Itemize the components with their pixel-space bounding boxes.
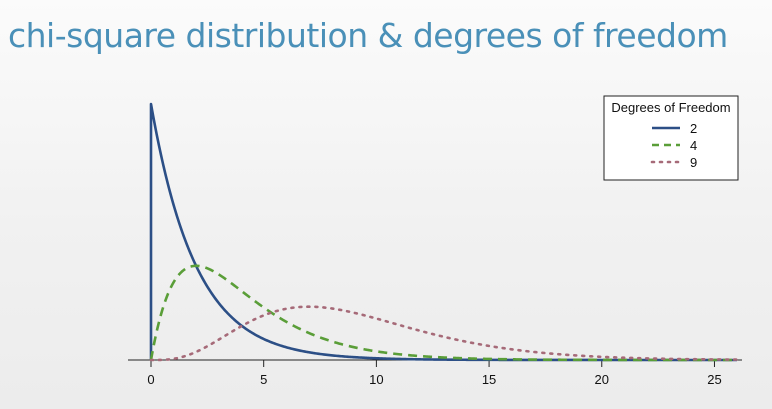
series-line-df-9 (149, 305, 739, 362)
series-line-df-4 (149, 264, 738, 362)
x-tick-label: 10 (369, 372, 383, 387)
legend-box (603, 95, 739, 181)
x-tick-label: 25 (707, 372, 721, 387)
x-tick-label: 20 (595, 372, 609, 387)
x-tick-label: 15 (482, 372, 496, 387)
legend-label-df-2: 2 (690, 121, 697, 136)
slide-title: chi-square distribution & degrees of fre… (8, 16, 728, 55)
legend-title: Degrees of Freedom (611, 100, 730, 115)
legend-label-df-9: 9 (690, 155, 697, 170)
legend-label-df-4: 4 (690, 138, 697, 153)
x-tick-label: 0 (147, 372, 154, 387)
x-tick-label: 5 (260, 372, 267, 387)
